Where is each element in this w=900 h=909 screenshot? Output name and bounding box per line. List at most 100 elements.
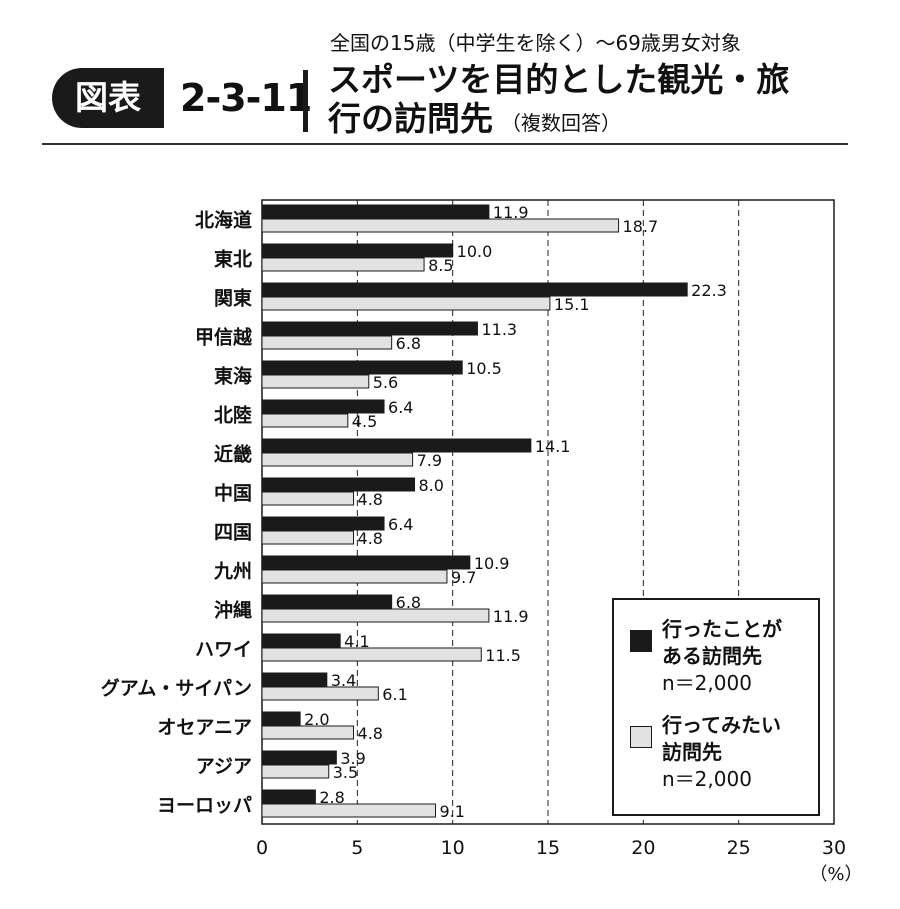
data-label-visited: 10.0 — [457, 242, 493, 261]
category-label: オセアニア — [157, 717, 252, 739]
data-label-want: 4.8 — [358, 529, 383, 548]
data-label-visited: 3.9 — [340, 749, 365, 768]
bar-want — [261, 569, 448, 584]
bar-visited — [261, 438, 532, 453]
bar-want — [261, 803, 437, 818]
chart-title-note: （複数回答） — [501, 111, 621, 135]
data-label-visited: 2.8 — [319, 788, 344, 807]
legend-label-visited-line2: ある訪問先 — [662, 644, 762, 668]
data-label-visited: 2.0 — [304, 710, 329, 729]
data-label-visited: 10.9 — [474, 554, 510, 573]
bar-visited — [261, 399, 385, 414]
figure-badge: 図表 — [52, 68, 164, 128]
category-label: アジア — [196, 756, 252, 778]
data-label-want: 18.7 — [623, 217, 659, 236]
legend-text-visited: 行ったことが ある訪問先 n＝2,000 — [662, 616, 782, 697]
bar-want — [261, 218, 620, 233]
data-label-want: 6.8 — [396, 334, 421, 353]
bar-want — [261, 725, 355, 740]
data-label-want: 8.5 — [428, 256, 453, 275]
data-label-want: 4.5 — [352, 412, 377, 431]
category-label: 北海道 — [195, 209, 252, 232]
category-label: 九州 — [213, 561, 252, 583]
category-label: 東海 — [214, 365, 252, 388]
data-label-want: 4.8 — [358, 724, 383, 743]
chart-subtitle: 全国の15歳（中学生を除く）〜69歳男女対象 — [330, 31, 741, 55]
category-label: ヨーロッパ — [157, 795, 252, 817]
data-label-visited: 10.5 — [466, 359, 502, 378]
bar-want — [261, 257, 425, 272]
bar-want — [261, 530, 355, 545]
figure-header: 図表 2-3-11 全国の15歳（中学生を除く）〜69歳男女対象 スポーツを目的… — [0, 0, 900, 150]
legend-swatch-want — [630, 726, 652, 748]
x-tick-label: 0 — [256, 837, 268, 859]
bar-visited — [261, 633, 341, 648]
legend-label-want-line2: 訪問先 — [662, 740, 722, 764]
bar-visited — [261, 282, 688, 297]
data-label-visited: 6.4 — [388, 515, 413, 534]
data-label-visited: 11.9 — [493, 203, 529, 222]
bar-visited — [261, 360, 463, 375]
bar-visited — [261, 321, 478, 336]
bar-want — [261, 335, 393, 350]
category-label: 東北 — [214, 248, 252, 271]
data-label-want: 9.1 — [440, 802, 465, 821]
bar-visited — [261, 555, 471, 570]
title-separator — [303, 70, 308, 132]
bar-visited — [261, 750, 337, 765]
bar-want — [261, 686, 379, 701]
data-label-want: 6.1 — [382, 685, 407, 704]
category-label: ハワイ — [195, 639, 252, 661]
bar-want — [261, 608, 490, 623]
data-label-want: 4.8 — [358, 490, 383, 509]
legend-n-want: n＝2,000 — [662, 767, 752, 791]
bar-visited — [261, 243, 454, 258]
category-label: 関東 — [214, 287, 252, 310]
data-label-visited: 4.1 — [344, 632, 369, 651]
x-tick-label: 5 — [351, 837, 363, 859]
legend-label-visited-line1: 行ったことが — [662, 617, 782, 641]
category-label: 沖縄 — [214, 599, 252, 622]
data-label-want: 11.5 — [485, 646, 521, 665]
category-label: 近畿 — [214, 443, 252, 466]
bar-visited — [261, 204, 490, 219]
data-label-visited: 6.4 — [388, 398, 413, 417]
bar-visited — [261, 594, 393, 609]
data-label-want: 3.5 — [333, 763, 358, 782]
category-label: 中国 — [214, 482, 252, 505]
data-label-want: 9.7 — [451, 568, 476, 587]
bar-want — [261, 647, 482, 662]
data-label-want: 11.9 — [493, 607, 529, 626]
bar-visited — [261, 672, 328, 687]
x-tick-label: 10 — [441, 837, 465, 859]
category-label: 四国 — [214, 522, 252, 544]
header-rule — [42, 143, 848, 145]
x-unit-label: （%） — [809, 864, 862, 885]
category-label: 北陸 — [214, 404, 252, 427]
bar-visited — [261, 516, 385, 531]
chart-title-text: 行の訪問先 — [328, 99, 493, 138]
bar-want — [261, 764, 330, 779]
data-label-want: 5.6 — [373, 373, 398, 392]
bar-visited — [261, 477, 416, 492]
x-tick-label: 20 — [631, 837, 655, 859]
legend-swatch-visited — [630, 630, 652, 652]
figure-number: 2-3-11 — [180, 76, 312, 120]
x-tick-label: 15 — [536, 837, 560, 859]
legend-label-want-line1: 行ってみたい — [662, 713, 781, 737]
data-label-visited: 3.4 — [331, 671, 356, 690]
data-label-visited: 14.1 — [535, 437, 571, 456]
bar-want — [261, 374, 370, 389]
bar-want — [261, 296, 551, 311]
data-label-visited: 6.8 — [396, 593, 421, 612]
data-label-want: 15.1 — [554, 295, 590, 314]
bar-want — [261, 491, 355, 506]
bar-want — [261, 413, 349, 428]
bar-visited — [261, 789, 316, 804]
chart-title-line1: スポーツを目的とした観光・旅 — [328, 60, 790, 99]
data-label-visited: 22.3 — [691, 281, 727, 300]
x-tick-label: 25 — [727, 837, 751, 859]
chart-title-line2: 行の訪問先 （複数回答） — [328, 100, 621, 142]
bar-visited — [261, 711, 301, 726]
data-label-visited: 11.3 — [481, 320, 517, 339]
